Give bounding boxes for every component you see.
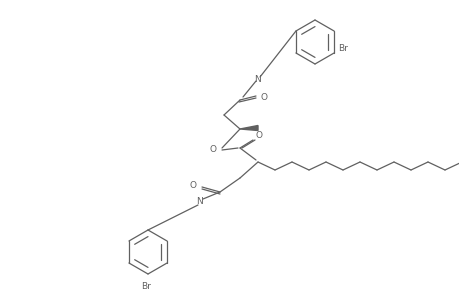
Text: N: N [196, 197, 203, 206]
Text: O: O [256, 130, 263, 140]
Text: O: O [190, 182, 196, 190]
Text: O: O [260, 92, 268, 101]
Text: Br: Br [337, 44, 347, 52]
Text: N: N [254, 74, 261, 83]
Text: Br: Br [141, 282, 151, 291]
Polygon shape [240, 125, 257, 130]
Text: O: O [210, 146, 217, 154]
